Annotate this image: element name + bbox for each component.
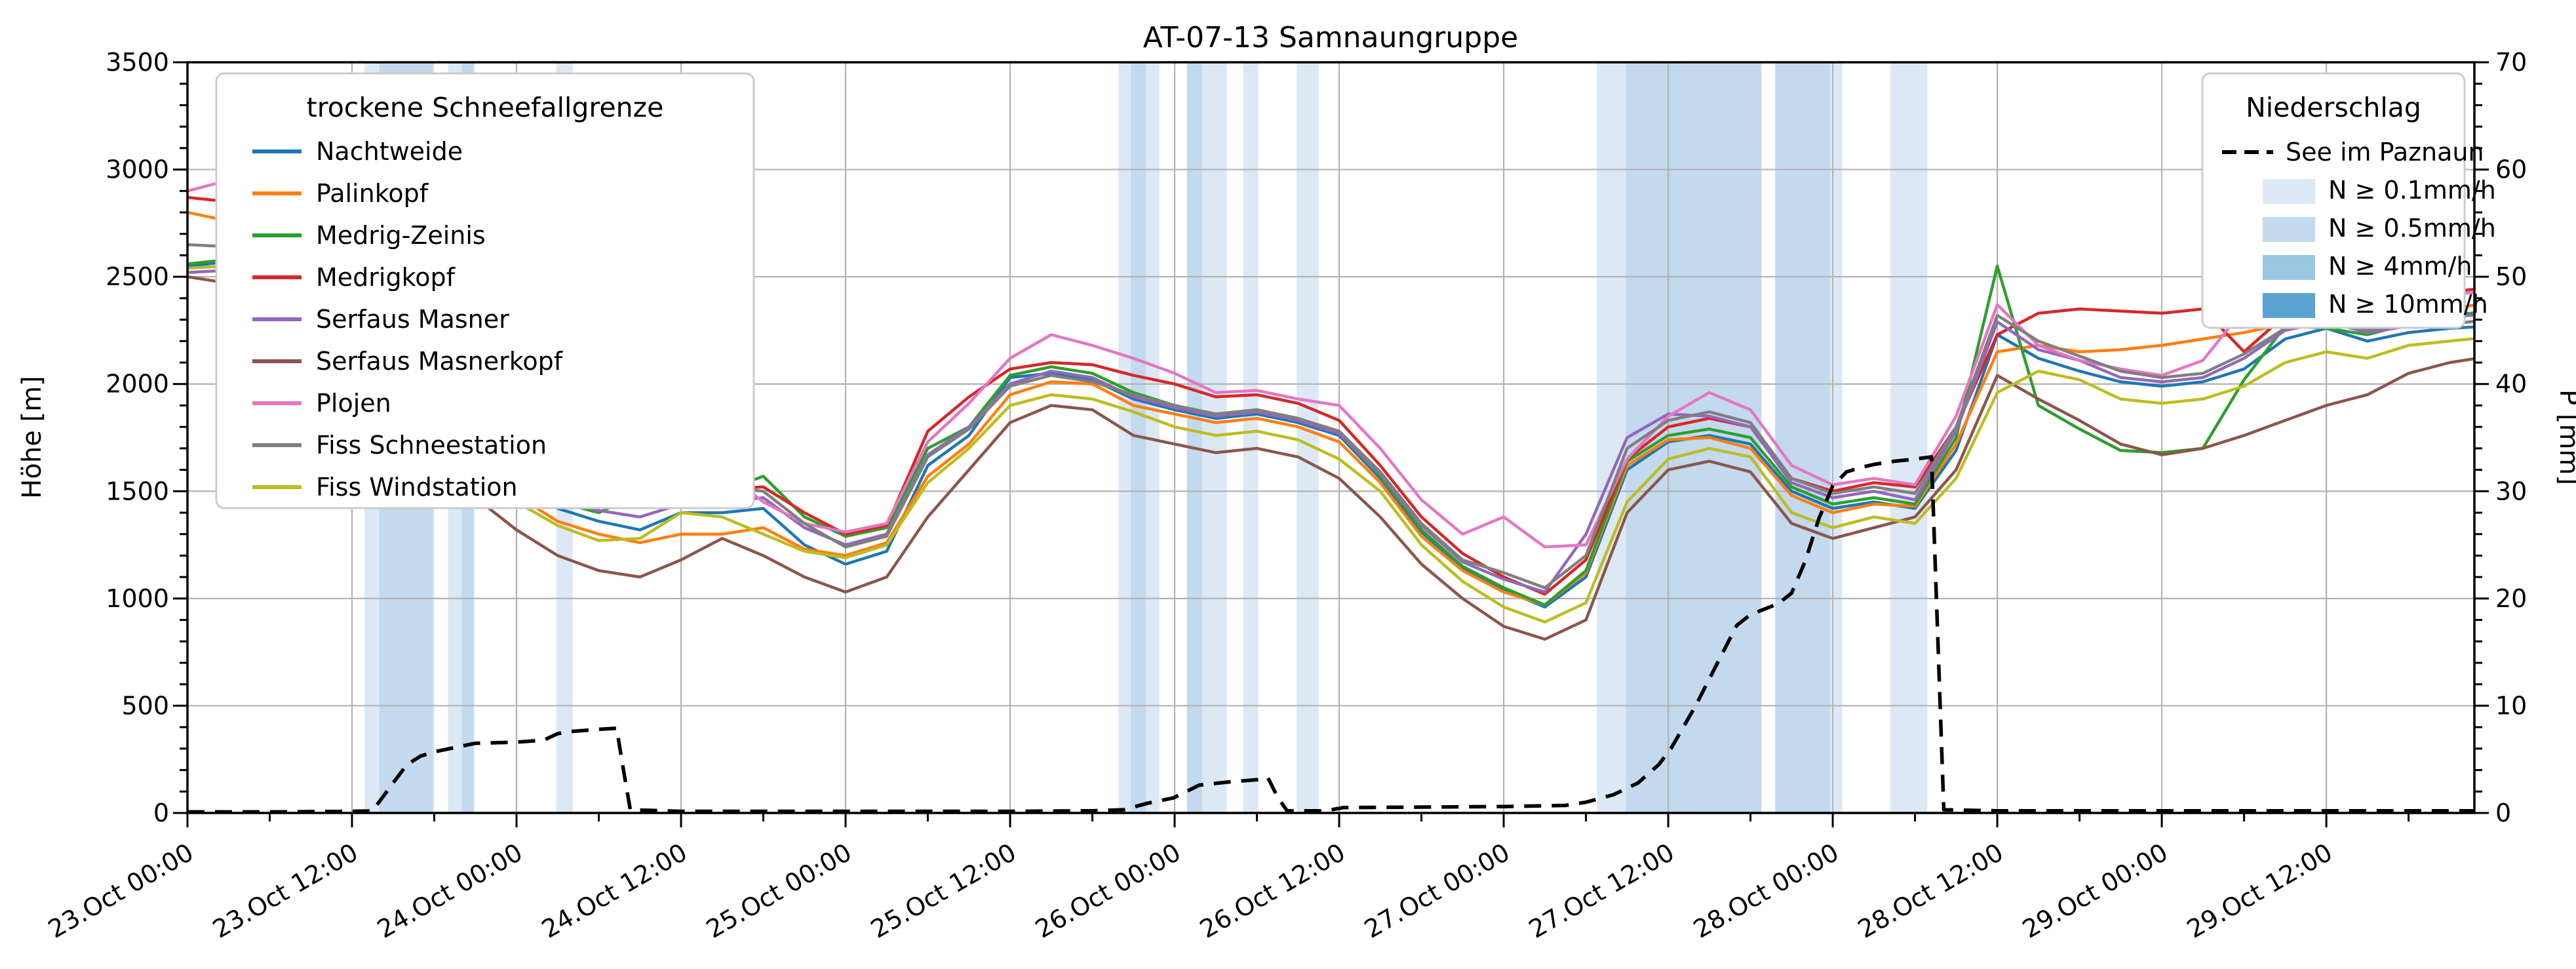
legend-band-swatch-4 [2263,293,2315,318]
y-left-axis-label: Höhe [m] [17,376,47,498]
y-right-tick-label: 50 [2495,262,2527,291]
legend-snowline: trockene Schneefallgrenze Nachtweide Pali… [215,72,755,509]
precip-band [1597,62,1626,813]
y-right-tick-label: 20 [2495,584,2527,613]
y-right-tick-label: 60 [2495,155,2527,184]
precip-band [1243,62,1259,813]
chart-title: AT-07-13 Samnaungruppe [1143,21,1518,54]
series-line-palinkopf [187,210,2474,606]
y-left-tick-label: 3500 [106,48,169,77]
precip-band [1186,62,1202,813]
y-right-tick-label: 40 [2495,370,2527,399]
x-tick-label: 25.Oct 12:00 [866,838,1021,944]
legend-label-serfaus-masner: Serfaus Masner [316,305,509,334]
y-right-tick-label: 30 [2495,477,2527,505]
y-right-axis-label: P [mm] [2554,389,2576,485]
series-line-fiss-windstation [187,264,2474,624]
x-tick-label: 23.Oct 12:00 [208,838,363,944]
legend-label-nachtweide: Nachtweide [316,137,463,166]
legend-band-label-2: N ≥ 0.5mm/h [2328,214,2496,243]
x-tick-label: 29.Oct 00:00 [2018,838,2173,944]
y-left-tick-label: 500 [121,691,169,720]
legend-snowline-title: trockene Schneefallgrenze [307,92,664,123]
legend-precip-title: Niederschlag [2246,92,2421,123]
axes-layer [173,61,2489,827]
precip-sum-line [187,455,2474,813]
y-left-tick-label: 0 [153,799,169,827]
legend-label-fiss-schneestation: Fiss Schneestation [316,431,547,460]
legend-band-label-4: N ≥ 10mm/h [2328,290,2488,319]
legend-band-swatch-1 [2263,179,2315,204]
legend-label-see-im-paznaun: See im Paznaun [2286,138,2484,167]
legend-band-label-1: N ≥ 0.1mm/h [2328,176,2496,205]
legend-label-plojen: Plojen [316,389,391,418]
precip-band [1890,62,1928,813]
y-left-tick-label: 2500 [106,262,169,291]
plot-border [186,61,2476,814]
x-tick-label: 28.Oct 12:00 [1853,838,2008,944]
legend-label-palinkopf: Palinkopf [316,179,429,208]
precip-band [1775,62,1830,813]
legend-snowline-box [215,72,755,509]
legend-precip: Niederschlag See im Paznaun N ≥ 0.1mm/h N … [2201,72,2496,329]
x-tick-label: 24.Oct 12:00 [537,838,692,944]
x-tick-label: 26.Oct 12:00 [1195,838,1350,944]
legend-label-serfaus-masnerkopf: Serfaus Masnerkopf [316,347,564,376]
x-tick-label: 26.Oct 00:00 [1030,838,1186,944]
y-left-tick-label: 1500 [106,477,169,505]
x-tick-label: 25.Oct 00:00 [701,838,857,944]
x-tick-label: 27.Oct 12:00 [1524,838,1679,944]
x-tick-label: 29.Oct 12:00 [2182,838,2337,944]
y-right-tick-label: 0 [2495,799,2511,827]
precip-band [1297,62,1319,813]
y-left-tick-label: 2000 [106,370,169,399]
legend-label-fiss-windstation: Fiss Windstation [316,473,518,502]
legend-band-swatch-2 [2263,217,2315,242]
y-left-tick-label: 3000 [106,155,169,184]
y-right-tick-label: 10 [2495,691,2527,720]
legend-precip-items: See im Paznaun N ≥ 0.1mm/h N ≥ 0.5mm/h N ≥ … [2222,138,2496,319]
precip-band [1829,62,1843,813]
x-tick-label: 28.Oct 00:00 [1688,838,1844,944]
snowline-series-layer [187,178,2474,641]
y-right-tick-label: 70 [2495,48,2527,77]
legend-snowline-items: Nachtweide Palinkopf Medrig-Zeinis Medrigko… [252,137,564,502]
series-line-serfaus-masnerkopf [187,275,2474,641]
legend-label-medrig-zeinis: Medrig-Zeinis [316,221,486,250]
precip-line-layer [187,455,2474,813]
legend-label-medrigkopf: Medrigkopf [316,263,456,292]
legend-band-label-3: N ≥ 4mm/h [2328,252,2472,281]
y-left-tick-label: 1000 [106,584,169,613]
x-tick-label: 23.Oct 00:00 [43,838,199,944]
legend-band-swatch-3 [2263,255,2315,280]
x-tick-label: 24.Oct 00:00 [372,838,528,944]
x-tick-label: 27.Oct 00:00 [1359,838,1515,944]
